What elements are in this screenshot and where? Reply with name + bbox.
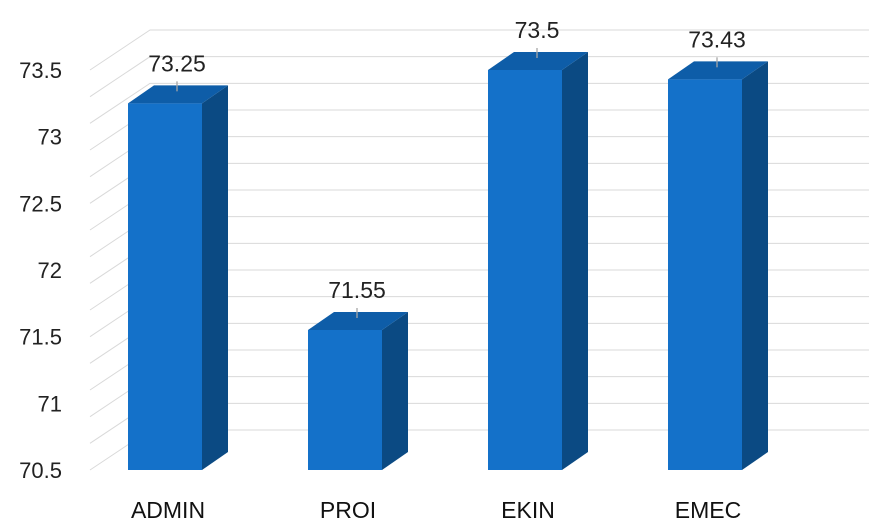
y-tick-label: 73.5 bbox=[19, 58, 62, 83]
x-category-label: ADMIN bbox=[131, 497, 205, 523]
bar-front bbox=[488, 70, 562, 470]
y-tick-label: 71.5 bbox=[19, 325, 62, 350]
bar-front bbox=[668, 79, 742, 470]
bar-proi: 71.55 bbox=[308, 277, 408, 470]
y-tick-label: 70.5 bbox=[19, 458, 62, 483]
bar-side bbox=[562, 52, 588, 470]
gridline bbox=[89, 82, 869, 124]
data-label: 73.43 bbox=[688, 26, 746, 52]
bar-front bbox=[308, 330, 382, 470]
x-category-label: EMEC bbox=[675, 497, 741, 523]
bar-top bbox=[308, 312, 408, 330]
bar-ekin: 73.5 bbox=[488, 17, 588, 470]
bar-emec: 73.43 bbox=[668, 26, 768, 470]
x-category-label: PROI bbox=[320, 497, 376, 523]
data-label: 71.55 bbox=[328, 277, 386, 303]
bars: 73.25 71.55 73.5 73.43 bbox=[128, 17, 768, 470]
bar-side bbox=[202, 85, 228, 470]
y-tick-label: 73 bbox=[38, 125, 62, 150]
bar-admin: 73.25 bbox=[128, 50, 228, 470]
bar-top bbox=[668, 61, 768, 80]
gridline bbox=[89, 29, 869, 71]
y-tick-label: 71 bbox=[38, 391, 62, 416]
gridline bbox=[89, 56, 869, 98]
data-label: 73.5 bbox=[515, 17, 560, 43]
bar-top bbox=[488, 52, 588, 70]
bar-front bbox=[128, 103, 202, 470]
bar-top bbox=[128, 85, 228, 104]
bar-side bbox=[742, 61, 768, 470]
data-label: 73.25 bbox=[148, 50, 206, 76]
y-tick-label: 72 bbox=[38, 258, 62, 283]
x-category-label: EKIN bbox=[501, 497, 555, 523]
x-axis-categories: ADMIN PROI EKIN EMEC bbox=[131, 497, 741, 523]
y-axis-ticks: 70.5 71 71.5 72 72.5 73 73.5 bbox=[19, 58, 62, 483]
bar-side bbox=[382, 312, 408, 470]
y-tick-label: 72.5 bbox=[19, 191, 62, 216]
